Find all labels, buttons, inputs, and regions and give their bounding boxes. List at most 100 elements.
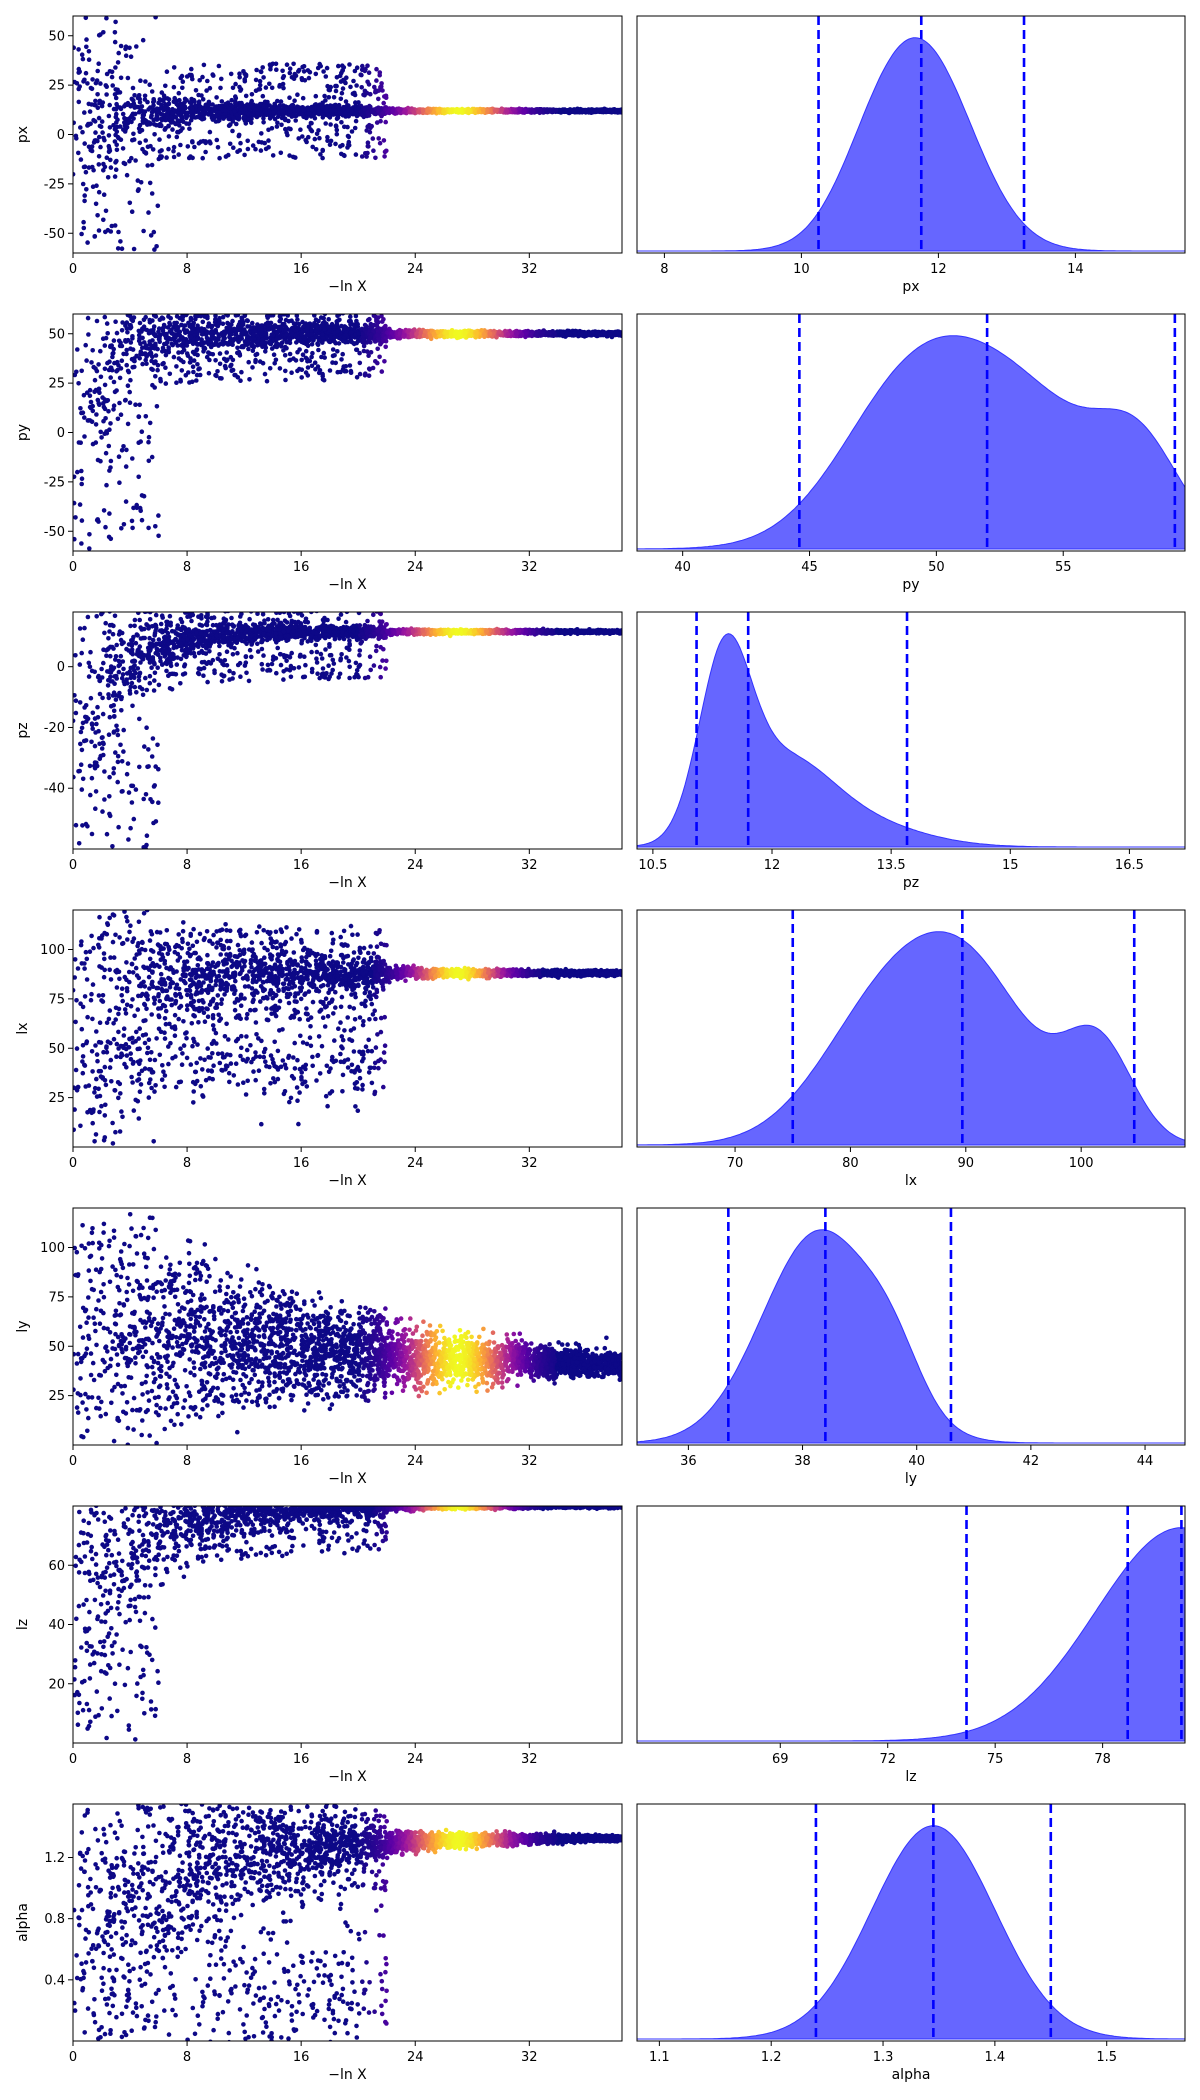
px-trace-point [76,151,81,156]
px-trace-point [81,57,86,62]
px-trace-point [531,109,536,114]
px-trace-point [200,156,205,161]
px-trace-point [104,209,109,214]
px-trace-point [244,73,249,78]
px-trace-point [231,86,236,91]
px-trace-point [313,137,318,142]
py-trace-point [184,291,189,296]
px-trace-point [307,76,312,81]
px-trace-point [324,109,329,114]
py-trace-point [343,300,348,305]
px-trace-point [368,130,373,135]
px-trace-ylabel: px [15,126,31,143]
px-trace-point [377,109,382,114]
px-trace-point [97,135,102,140]
px-trace-point [113,174,118,179]
px-trace-point [321,69,326,74]
py-trace-point [124,499,129,504]
px-trace-point [287,126,292,131]
px-trace-point [201,139,206,144]
px-trace-point [366,144,371,149]
px-trace-point [238,111,243,116]
px-trace-xtick-label-0: 0 [69,262,77,277]
py-trace-point [103,315,108,320]
px-trace-point [177,123,182,128]
px-trace-ytick-label-3: 25 [48,79,65,94]
px-trace-point [114,102,119,107]
px-trace-point [82,226,87,231]
px-trace-point [97,162,102,167]
py-trace-point [315,305,320,310]
px-trace-point [354,83,359,88]
px-trace-point [499,106,504,111]
py-trace-point [304,296,309,301]
py-trace-point [331,347,336,352]
px-trace-point [350,129,355,134]
px-trace-point [551,109,556,114]
px-trace-point [82,110,87,115]
px-trace-point [374,67,379,72]
px-trace-point [333,84,338,89]
px-trace-point [116,51,121,56]
px-trace-point [159,123,164,128]
px-trace-point [353,69,358,74]
px-trace-point [116,60,121,65]
px-trace-point [163,84,168,89]
px-trace-point [349,110,354,115]
px-trace-point [170,127,175,132]
px-trace-point [93,99,98,104]
px-trace-point [301,96,306,101]
px-trace-point [180,117,185,122]
px-trace-point [97,154,102,159]
py-trace-point [222,289,227,294]
py-trace-point [214,294,219,299]
py-trace-point [214,300,219,305]
py-trace-point [292,302,297,307]
px-trace-point [276,106,281,111]
px-trace-point [340,63,345,68]
py-trace-point [142,340,147,345]
py-trace-point [105,321,110,326]
py-trace-point [246,290,251,295]
py-trace-point [111,407,116,412]
py-trace-point [375,301,380,306]
py-trace-point [314,309,319,314]
px-trace-point [123,123,128,128]
px-trace-point [335,128,340,133]
py-trace-point [206,298,211,303]
px-trace-point [108,125,113,130]
px-trace-point [90,77,95,82]
px-trace-point [95,92,100,97]
py-trace-point [278,366,283,371]
py-trace-point [88,393,93,398]
px-trace-point [353,100,358,105]
px-trace-point [234,102,239,107]
px-trace-point [199,93,204,98]
px-trace-point [244,94,249,99]
px-trace-point [95,69,100,74]
px-trace-point [199,116,204,121]
px-trace-point [188,154,193,159]
px-trace-point [371,136,376,141]
px-trace-point [279,99,284,104]
px-trace-point [382,154,387,159]
px-trace-point [159,117,164,122]
px-trace-point [110,83,115,88]
px-trace-point [259,140,264,145]
px-trace-point [259,131,264,136]
px-trace-point [267,110,272,115]
px-trace-point [376,97,381,102]
py-trace-point [345,295,350,300]
px-trace-point [124,53,129,58]
px-trace-point [85,240,90,245]
px-trace-point [485,109,490,114]
px-trace-point [263,100,268,105]
px-trace-point [279,123,284,128]
py-trace-point [195,353,200,358]
py-trace-point [160,362,165,367]
py-trace-point [113,390,118,395]
px-trace-point [130,113,135,118]
px-trace-point [260,65,265,70]
px-trace-point [114,167,119,172]
py-trace-point [102,508,107,513]
